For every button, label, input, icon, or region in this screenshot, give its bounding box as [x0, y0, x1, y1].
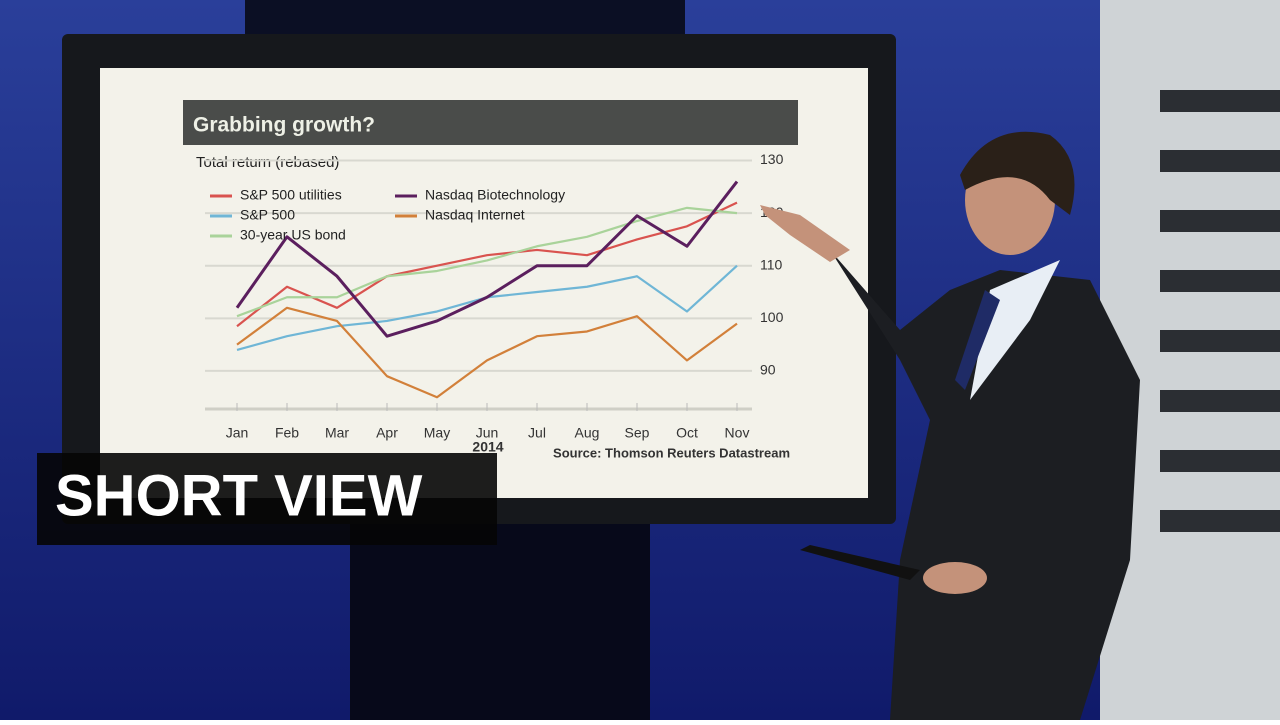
caption-box — [37, 453, 497, 545]
x-tick-label: Mar — [325, 425, 349, 441]
presenter — [760, 131, 1140, 720]
y-tick-label: 110 — [760, 256, 783, 272]
legend-label: S&P 500 — [240, 207, 295, 223]
chart-subtitle: Total return (rebased) — [196, 154, 339, 171]
x-tick-label: Apr — [376, 425, 398, 441]
series-line — [235, 180, 739, 338]
y-tick-label: 100 — [760, 309, 784, 325]
series-line — [236, 306, 738, 399]
y-tick-label: 130 — [760, 151, 784, 167]
title-bar — [183, 100, 798, 145]
series-line — [236, 201, 738, 328]
chart-source: Source: Thomson Reuters Datastream — [553, 445, 790, 460]
plot: 90100110120130JanFebMarAprMayJunJulAugSe… — [205, 151, 784, 441]
series-line — [236, 206, 738, 318]
legend-label: Nasdaq Biotechnology — [425, 187, 565, 203]
blind-slats — [1160, 90, 1280, 532]
caption: SHORT VIEW — [55, 463, 423, 528]
monitor-stand — [350, 520, 650, 720]
y-tick-label: 90 — [760, 362, 776, 378]
x-tick-label: Nov — [725, 425, 750, 441]
x-tick-label: Aug — [575, 425, 600, 441]
x-tick-label: Feb — [275, 425, 299, 441]
x-year-label: 2014 — [472, 439, 503, 455]
x-tick-label: Jul — [528, 425, 546, 441]
studio-dark-panel — [245, 0, 685, 40]
legend-label: Nasdaq Internet — [425, 207, 525, 223]
legend-label: S&P 500 utilities — [240, 187, 342, 203]
x-tick-label: Sep — [625, 425, 650, 441]
x-tick-label: May — [424, 425, 450, 441]
x-tick-label: Jun — [476, 425, 499, 441]
x-tick-label: Jan — [226, 425, 249, 441]
legend-label: 30-year US bond — [240, 227, 346, 243]
chart-title: Grabbing growth? — [193, 114, 375, 137]
x-tick-label: Oct — [676, 425, 698, 441]
